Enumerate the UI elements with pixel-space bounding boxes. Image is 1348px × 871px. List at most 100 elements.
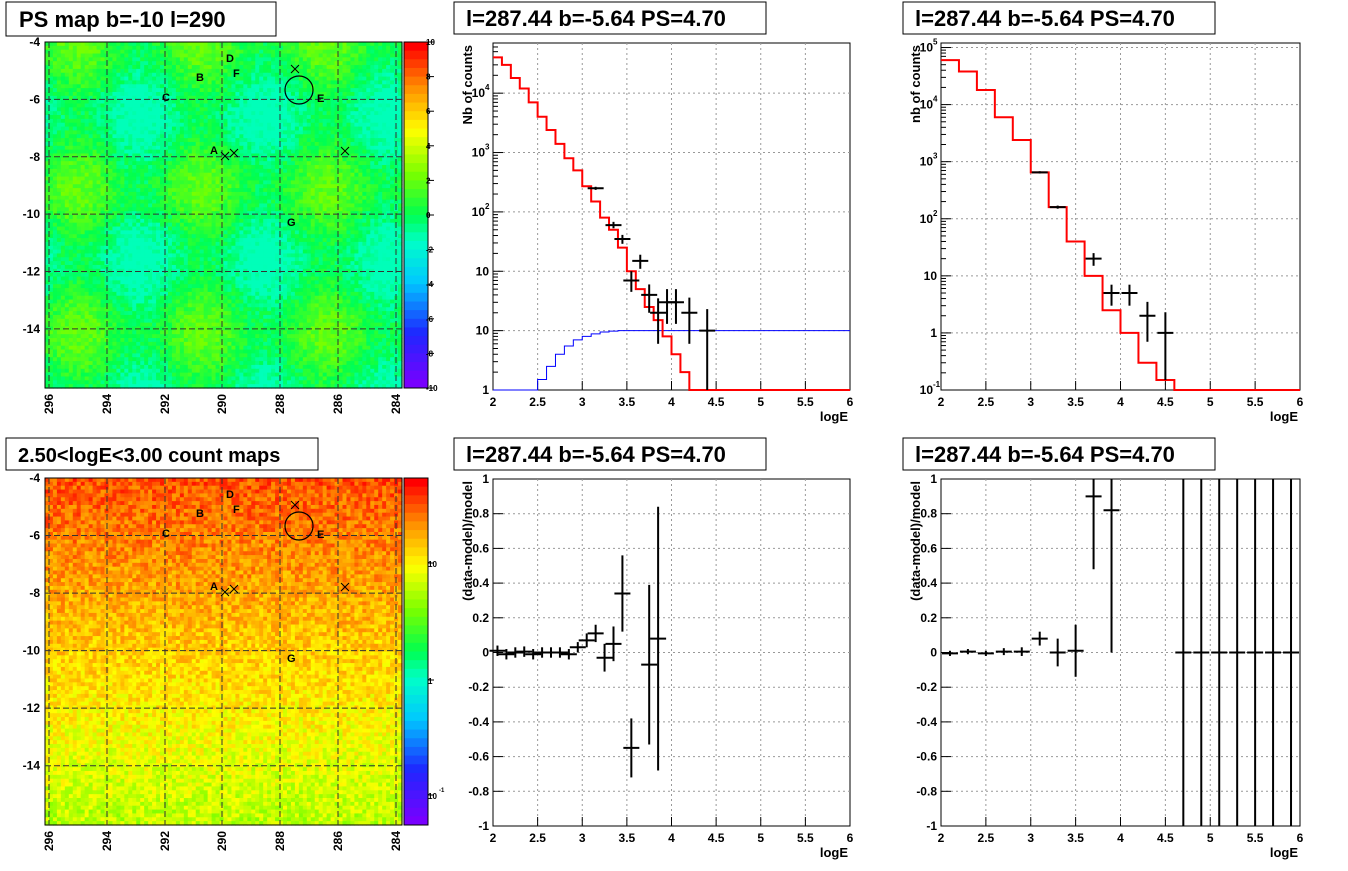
map-pixel <box>346 161 352 166</box>
map-pixel <box>326 49 332 55</box>
map-pixel <box>80 76 86 82</box>
map-pixel <box>100 176 106 181</box>
map-pixel <box>370 61 375 66</box>
map-pixel <box>326 141 332 147</box>
map-pixel <box>199 222 205 228</box>
map-pixel <box>243 126 248 132</box>
map-pixel <box>251 191 256 197</box>
map-pixel <box>251 226 256 231</box>
map-pixel <box>45 126 50 132</box>
map-pixel <box>187 191 193 197</box>
map-pixel <box>183 226 189 231</box>
map-pixel <box>80 149 86 155</box>
map-pixel <box>80 103 86 108</box>
map-pixel <box>72 168 78 174</box>
map-pixel <box>271 80 276 85</box>
map-pixel <box>167 76 173 82</box>
map-pixel <box>128 249 133 255</box>
map-pixel <box>362 65 367 70</box>
map-pixel <box>175 103 181 108</box>
map-pixel <box>263 161 268 166</box>
map-pixel <box>100 141 106 147</box>
map-pixel <box>330 203 336 208</box>
map-pixel <box>302 172 308 178</box>
map-pixel <box>80 68 86 74</box>
map-pixel <box>346 245 352 251</box>
map-pixel <box>92 172 98 178</box>
map-pixel <box>271 57 276 62</box>
map-pixel <box>76 126 82 132</box>
map-pixel <box>314 238 320 243</box>
map-pixel <box>124 222 129 228</box>
map-pixel <box>175 207 181 212</box>
map-pixel <box>136 165 141 170</box>
map-pixel <box>390 245 395 251</box>
map-pixel <box>298 99 304 105</box>
map-pixel <box>290 249 296 255</box>
map-pixel <box>346 122 352 128</box>
map-pixel <box>164 184 169 189</box>
map-pixel <box>140 115 145 120</box>
title-map1-text: PS map b=-10 l=290 <box>19 7 226 32</box>
map-pixel <box>211 234 217 239</box>
map-pixel <box>187 134 193 139</box>
map-pixel <box>362 68 367 74</box>
map-pixel <box>136 118 141 124</box>
map-pixel <box>171 130 177 135</box>
map-pixel <box>334 222 340 228</box>
map-pixel <box>45 111 50 116</box>
map-pixel <box>326 115 332 120</box>
map-pixel <box>302 149 308 155</box>
map-pixel <box>136 49 141 55</box>
map-pixel <box>354 115 359 120</box>
map-pixel <box>243 191 248 197</box>
map-pixel <box>386 68 391 74</box>
map-pixel <box>366 103 371 108</box>
map-pixel <box>167 115 173 120</box>
map-pixel <box>350 111 355 116</box>
map-pixel <box>259 226 264 231</box>
map-pixel <box>374 134 379 139</box>
map-pixel <box>358 80 363 85</box>
map-pixel <box>116 118 121 124</box>
map-pixel <box>310 161 316 166</box>
map-pixel <box>322 172 328 178</box>
map-pixel <box>183 238 189 243</box>
map-pixel <box>290 72 296 78</box>
map-pixel <box>183 42 189 47</box>
map-pixel <box>175 57 181 62</box>
map-pixel <box>366 99 371 105</box>
map-pixel <box>45 191 50 197</box>
map-pixel <box>80 49 86 55</box>
map-pixel <box>128 222 133 228</box>
map-pixel <box>171 80 177 85</box>
map-pixel <box>100 184 106 189</box>
map-pixel <box>203 111 209 116</box>
map-pixel <box>112 172 117 178</box>
map-pixel <box>64 53 70 58</box>
map-pixel <box>148 91 153 97</box>
map-pixel <box>96 168 102 174</box>
map-pixel <box>322 245 328 251</box>
map-pixel <box>279 103 284 108</box>
map-pixel <box>318 95 324 101</box>
map-pixel <box>362 249 367 255</box>
map-pixel <box>100 76 106 82</box>
map-pixel <box>259 157 264 162</box>
map-pixel <box>156 184 161 189</box>
map-pixel <box>68 118 74 124</box>
map-pixel <box>366 57 371 62</box>
map-pixel <box>398 57 403 62</box>
map-pixel <box>171 234 177 239</box>
map-pixel <box>350 130 355 135</box>
map-pixel <box>104 65 110 70</box>
map-pixel <box>96 91 102 97</box>
map-pixel <box>398 42 403 47</box>
map-pixel <box>179 91 185 97</box>
map-pixel <box>290 222 296 228</box>
map-pixel <box>354 61 359 66</box>
map-pixel <box>128 211 133 216</box>
map-pixel <box>310 249 316 255</box>
map-pixel <box>366 249 371 255</box>
map-pixel <box>128 130 133 135</box>
